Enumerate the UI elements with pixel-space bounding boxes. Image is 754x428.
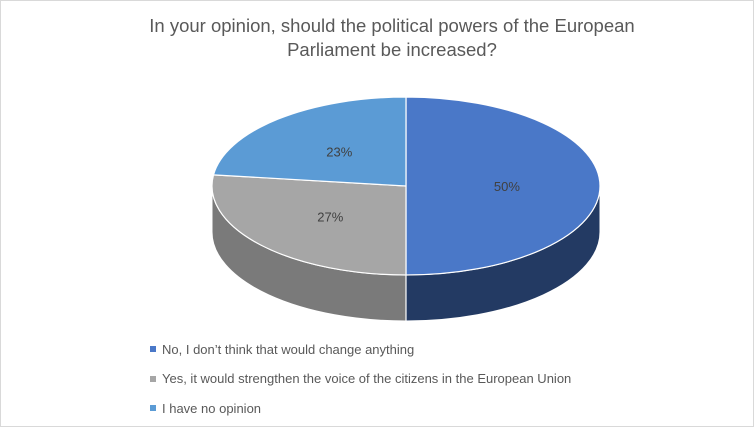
data-label-yes-strengthen: 27% [317, 210, 343, 225]
legend-swatch-yes-strengthen [150, 375, 156, 382]
chart-title: In your opinion, should the political po… [0, 14, 754, 62]
legend-swatch-no-opinion [150, 405, 156, 411]
pie-slice-no-change [405, 96, 601, 276]
chart-title-line-2: Parliament be increased? [287, 39, 497, 60]
legend-item-no-change: No, I don’t think that would change anyt… [150, 339, 571, 359]
legend-label-no-change: No, I don’t think that would change anyt… [162, 341, 415, 357]
data-label-no-change: 50% [494, 179, 520, 194]
pie-slice-no-opinion [212, 96, 407, 187]
legend-label-yes-strengthen: Yes, it would strengthen the voice of th… [162, 371, 572, 386]
legend: No, I don’t think that would change anyt… [150, 339, 571, 428]
chart-title-line-1: In your opinion, should the political po… [149, 15, 635, 36]
data-label-no-opinion: 23% [326, 144, 352, 159]
legend-item-yes-strengthen: Yes, it would strengthen the voice of th… [150, 369, 571, 389]
legend-swatch-no-change [150, 346, 156, 352]
pie-slice-yes-strengthen [211, 174, 407, 276]
legend-label-no-opinion: I have no opinion [162, 400, 262, 416]
legend-item-no-opinion: I have no opinion [150, 398, 571, 418]
